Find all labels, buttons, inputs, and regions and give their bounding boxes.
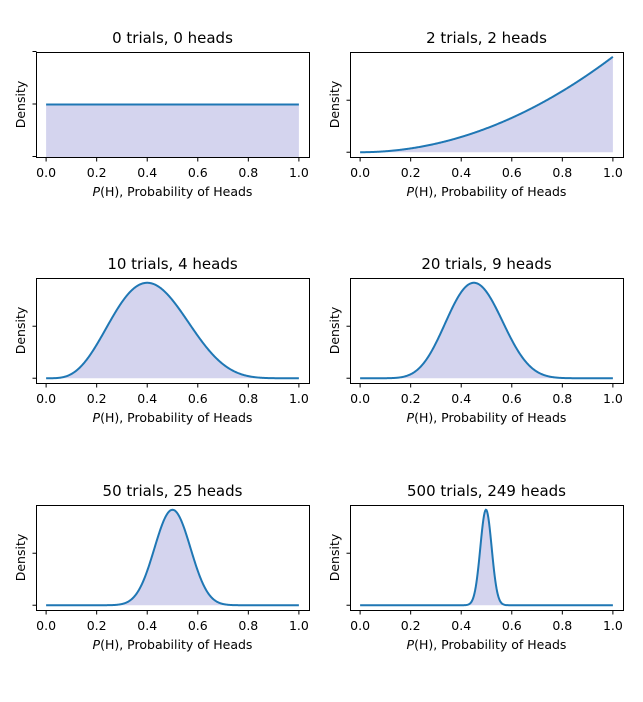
x-tick-label: 0.4 xyxy=(451,165,471,180)
x-tick-label: 0.4 xyxy=(451,618,471,633)
x-tick-label: 0.2 xyxy=(87,618,107,633)
x-tick-label: 0.8 xyxy=(552,618,572,633)
density-area xyxy=(46,282,299,379)
subplot-title: 10 trials, 4 heads xyxy=(107,255,238,273)
density-area xyxy=(360,282,613,379)
density-line xyxy=(360,508,613,607)
x-tick-label: 1.0 xyxy=(289,165,309,180)
x-tick-label: 0.0 xyxy=(350,618,370,633)
axes-frame xyxy=(36,52,310,158)
x-tick-label: 1.0 xyxy=(603,391,623,406)
x-tick-label: 0.6 xyxy=(188,165,208,180)
density-area xyxy=(46,104,299,157)
x-tick-label: 0.6 xyxy=(502,618,522,633)
x-tick-label: 0.8 xyxy=(552,165,572,180)
x-tick-label: 0.6 xyxy=(502,391,522,406)
x-tick-label: 0.2 xyxy=(401,165,421,180)
density-line xyxy=(46,508,299,607)
density-line xyxy=(360,55,614,154)
density-line xyxy=(46,281,299,380)
x-tick-label: 0.8 xyxy=(238,391,258,406)
y-axis-label: Density xyxy=(13,533,28,581)
x-tick-label: 0.4 xyxy=(137,391,157,406)
x-tick-label: 0.0 xyxy=(36,618,56,633)
x-tick-label: 0.0 xyxy=(350,391,370,406)
x-axis-label: P(H), Probability of Heads xyxy=(93,637,253,652)
x-tick-label: 0.8 xyxy=(238,165,258,180)
subplot-1: 0.0 0.2 0.4 0.6 0.8 1.0 0 trials, 0 heads P(H),… xyxy=(13,29,310,199)
axes-frame xyxy=(36,278,310,384)
axes-frame xyxy=(36,505,310,611)
y-axis-label: Density xyxy=(327,80,342,128)
x-tick-label: 1.0 xyxy=(603,165,623,180)
x-axis-label: P(H), Probability of Heads xyxy=(407,184,567,199)
density-area xyxy=(360,56,613,153)
y-axis-label: Density xyxy=(327,306,342,354)
y-axis-label: Density xyxy=(327,533,342,581)
x-tick-label: 1.0 xyxy=(289,391,309,406)
x-axis-label: P(H), Probability of Heads xyxy=(93,410,253,425)
x-tick-label: 1.0 xyxy=(289,618,309,633)
axes-frame xyxy=(350,52,624,158)
x-tick-label: 0.8 xyxy=(552,391,572,406)
x-axis-label: P(H), Probability of Heads xyxy=(407,637,567,652)
x-tick-label: 0.6 xyxy=(188,391,208,406)
x-tick-label: 0.2 xyxy=(87,391,107,406)
x-axis-label: P(H), Probability of Heads xyxy=(93,184,253,199)
x-tick-label: 0.2 xyxy=(87,165,107,180)
y-axis-label: Density xyxy=(13,80,28,128)
x-tick-label: 0.0 xyxy=(36,165,56,180)
subplot-6: 0.0 0.2 0.4 0.6 0.8 1.0 500 trials, 249 heads P… xyxy=(327,482,624,652)
subplot-4: 0.0 0.2 0.4 0.6 0.8 1.0 20 trials, 9 heads P(H)… xyxy=(327,255,624,425)
x-tick-label: 0.0 xyxy=(350,165,370,180)
subplot-title: 0 trials, 0 heads xyxy=(112,29,233,47)
x-tick-label: 1.0 xyxy=(603,618,623,633)
subplot-title: 500 trials, 249 heads xyxy=(407,482,566,500)
density-area xyxy=(360,509,613,606)
x-tick-label: 0.8 xyxy=(238,618,258,633)
x-tick-label: 0.6 xyxy=(502,165,522,180)
x-tick-label: 0.0 xyxy=(36,391,56,406)
density-area xyxy=(46,509,299,606)
x-tick-label: 0.2 xyxy=(401,391,421,406)
x-tick-label: 0.6 xyxy=(188,618,208,633)
axes-frame xyxy=(350,505,624,611)
subplot-title: 20 trials, 9 heads xyxy=(421,255,552,273)
subplot-title: 2 trials, 2 heads xyxy=(426,29,547,47)
x-axis-label: P(H), Probability of Heads xyxy=(407,410,567,425)
x-tick-label: 0.4 xyxy=(137,618,157,633)
x-tick-label: 0.4 xyxy=(451,391,471,406)
axes-frame xyxy=(350,278,624,384)
density-line xyxy=(360,281,613,380)
subplot-2: 0.0 0.2 0.4 0.6 0.8 1.0 2 trials, 2 heads P(H),… xyxy=(327,29,624,199)
x-tick-label: 0.2 xyxy=(401,618,421,633)
subplot-3: 0.0 0.2 0.4 0.6 0.8 1.0 10 trials, 4 heads P(H)… xyxy=(13,255,310,425)
subplot-5: 0.0 0.2 0.4 0.6 0.8 1.0 50 trials, 25 heads P(H… xyxy=(13,482,310,652)
y-axis-label: Density xyxy=(13,306,28,354)
x-tick-label: 0.4 xyxy=(137,165,157,180)
subplot-title: 50 trials, 25 heads xyxy=(103,482,243,500)
